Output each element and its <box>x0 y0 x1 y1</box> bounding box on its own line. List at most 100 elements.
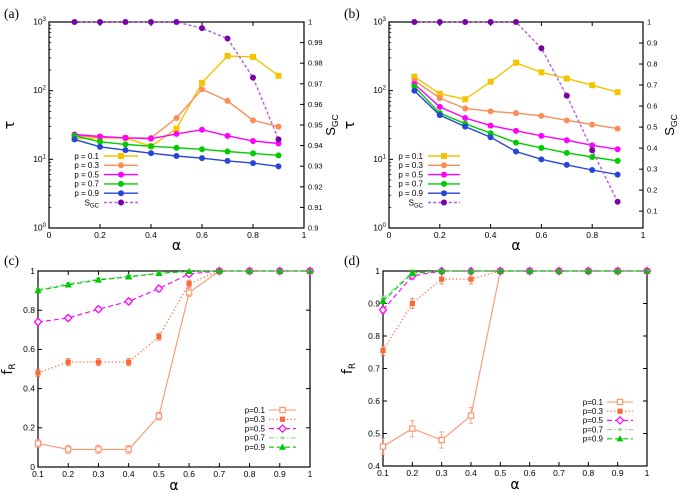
svg-text:(b): (b) <box>344 6 360 21</box>
svg-text:p = 0.7: p = 0.7 <box>398 180 423 189</box>
svg-text:102: 102 <box>373 85 386 95</box>
svg-text:0.6: 0.6 <box>23 344 35 354</box>
svg-text:0.5: 0.5 <box>494 468 506 478</box>
svg-text:0.2: 0.2 <box>23 423 35 433</box>
svg-text:p = 0.5: p = 0.5 <box>398 170 423 179</box>
svg-text:α: α <box>511 238 520 254</box>
svg-text:0.2: 0.2 <box>434 230 446 240</box>
svg-text:α: α <box>510 477 519 493</box>
svg-text:α: α <box>169 478 178 493</box>
svg-text:0.2: 0.2 <box>62 469 74 479</box>
svg-text:0.8: 0.8 <box>586 230 598 240</box>
svg-text:101: 101 <box>33 154 46 164</box>
svg-text:0.4: 0.4 <box>647 144 657 153</box>
svg-text:0.9: 0.9 <box>647 39 657 48</box>
svg-text:0.95: 0.95 <box>308 121 323 130</box>
svg-text:0.98: 0.98 <box>308 59 323 68</box>
svg-text:0.3: 0.3 <box>647 165 657 174</box>
svg-text:p=0.9: p=0.9 <box>583 435 604 444</box>
svg-text:0.4: 0.4 <box>368 461 380 471</box>
chart-svg-a: 0 0.2 0.4 0.6 0.8 1 100 101 102 103 0.9 0.91 0.92 0.9… <box>2 6 340 254</box>
svg-text:SGC: SGC <box>409 198 424 209</box>
svg-text:p = 0.1: p = 0.1 <box>74 152 99 161</box>
svg-text:0.7: 0.7 <box>213 469 225 479</box>
svg-text:p=0.5: p=0.5 <box>245 424 266 433</box>
svg-text:102: 102 <box>33 85 46 95</box>
svg-text:0.7: 0.7 <box>553 468 565 478</box>
svg-text:0.2: 0.2 <box>647 186 657 195</box>
svg-text:1: 1 <box>645 468 650 478</box>
svg-text:0.9: 0.9 <box>368 298 380 308</box>
svg-text:p = 0.3: p = 0.3 <box>398 161 423 170</box>
svg-text:0.97: 0.97 <box>308 79 323 88</box>
chart-svg-c: 0.1 0.2 0.3 0.4 0.5 0.6 0.7 0.8 0.9 1 0 0.2 0.4 0.6 0.… <box>0 253 315 493</box>
svg-text:0: 0 <box>47 230 52 240</box>
svg-text:p=0.7: p=0.7 <box>583 425 604 434</box>
svg-text:0.8: 0.8 <box>244 469 256 479</box>
svg-text:0.4: 0.4 <box>123 469 135 479</box>
svg-text:1: 1 <box>647 18 651 27</box>
svg-text:0.6: 0.6 <box>196 230 208 240</box>
svg-text:1: 1 <box>302 230 307 240</box>
svg-text:p = 0.1: p = 0.1 <box>398 152 423 161</box>
svg-text:τ: τ <box>2 121 18 129</box>
svg-text:0.1: 0.1 <box>32 469 44 479</box>
svg-text:0.93: 0.93 <box>308 162 323 171</box>
svg-text:0.8: 0.8 <box>582 468 594 478</box>
svg-text:0: 0 <box>387 230 392 240</box>
svg-text:p=0.5: p=0.5 <box>583 416 604 425</box>
svg-text:0.6: 0.6 <box>183 469 195 479</box>
svg-text:1: 1 <box>308 18 312 27</box>
svg-text:0.6: 0.6 <box>524 468 536 478</box>
svg-text:0.4: 0.4 <box>465 468 477 478</box>
svg-text:p=0.7: p=0.7 <box>245 434 266 443</box>
svg-text:0.5: 0.5 <box>153 469 165 479</box>
svg-text:p = 0.5: p = 0.5 <box>74 170 99 179</box>
svg-text:p=0.1: p=0.1 <box>583 398 604 407</box>
svg-text:p=0.9: p=0.9 <box>245 443 266 452</box>
svg-text:τ: τ <box>342 121 358 129</box>
svg-text:1: 1 <box>30 266 35 276</box>
svg-text:1: 1 <box>375 266 380 276</box>
svg-text:0.4: 0.4 <box>485 230 497 240</box>
svg-text:0.4: 0.4 <box>23 383 35 393</box>
svg-text:p=0.3: p=0.3 <box>245 415 266 424</box>
panel-b-tau-vs-alpha: 0 0.2 0.4 0.6 0.8 1 100 101 102 103 0.1 0.2 0.3 0.4 0.… <box>340 0 679 254</box>
svg-text:p = 0.9: p = 0.9 <box>398 189 423 198</box>
svg-text:101: 101 <box>373 154 386 164</box>
svg-text:0.6: 0.6 <box>368 396 380 406</box>
svg-text:0.9: 0.9 <box>308 224 318 233</box>
svg-text:103: 103 <box>373 17 386 27</box>
svg-text:0.3: 0.3 <box>93 469 105 479</box>
svg-text:0.4: 0.4 <box>145 230 157 240</box>
svg-text:0.8: 0.8 <box>647 60 657 69</box>
svg-text:0.9: 0.9 <box>612 468 624 478</box>
svg-text:(c): (c) <box>4 253 19 268</box>
svg-text:0.91: 0.91 <box>308 203 323 212</box>
svg-text:0.2: 0.2 <box>94 230 106 240</box>
svg-text:0.6: 0.6 <box>647 102 657 111</box>
svg-text:0.9: 0.9 <box>274 469 286 479</box>
svg-text:p=0.3: p=0.3 <box>583 407 604 416</box>
svg-text:SGC: SGC <box>662 114 679 135</box>
chart-svg-b: 0 0.2 0.4 0.6 0.8 1 100 101 102 103 0.1 0.2 0.3 0.4 0.… <box>342 6 679 254</box>
svg-text:p = 0.7: p = 0.7 <box>74 180 99 189</box>
svg-text:0.8: 0.8 <box>23 305 35 315</box>
svg-text:0.8: 0.8 <box>247 230 259 240</box>
svg-text:p = 0.9: p = 0.9 <box>74 189 99 198</box>
svg-text:1: 1 <box>641 230 646 240</box>
svg-text:fR: fR <box>340 363 358 374</box>
svg-text:0.2: 0.2 <box>406 468 418 478</box>
svg-text:α: α <box>172 238 181 254</box>
svg-text:0.92: 0.92 <box>308 182 323 191</box>
panel-d-fr-vs-alpha: 0.1 0.2 0.3 0.4 0.5 0.6 0.7 0.8 0.9 1 0.4 0.5 0.6 0.7… <box>340 247 679 493</box>
svg-text:0.1: 0.1 <box>377 468 389 478</box>
svg-text:(a): (a) <box>4 6 19 21</box>
svg-text:0.1: 0.1 <box>647 207 657 216</box>
svg-text:SGC: SGC <box>323 114 340 135</box>
panel-a-tau-vs-alpha: 0 0.2 0.4 0.6 0.8 1 100 101 102 103 0.9 0.91 0.92 0.9… <box>0 0 340 254</box>
svg-text:103: 103 <box>33 17 46 27</box>
svg-text:0.5: 0.5 <box>368 428 380 438</box>
svg-text:0.5: 0.5 <box>647 123 657 132</box>
